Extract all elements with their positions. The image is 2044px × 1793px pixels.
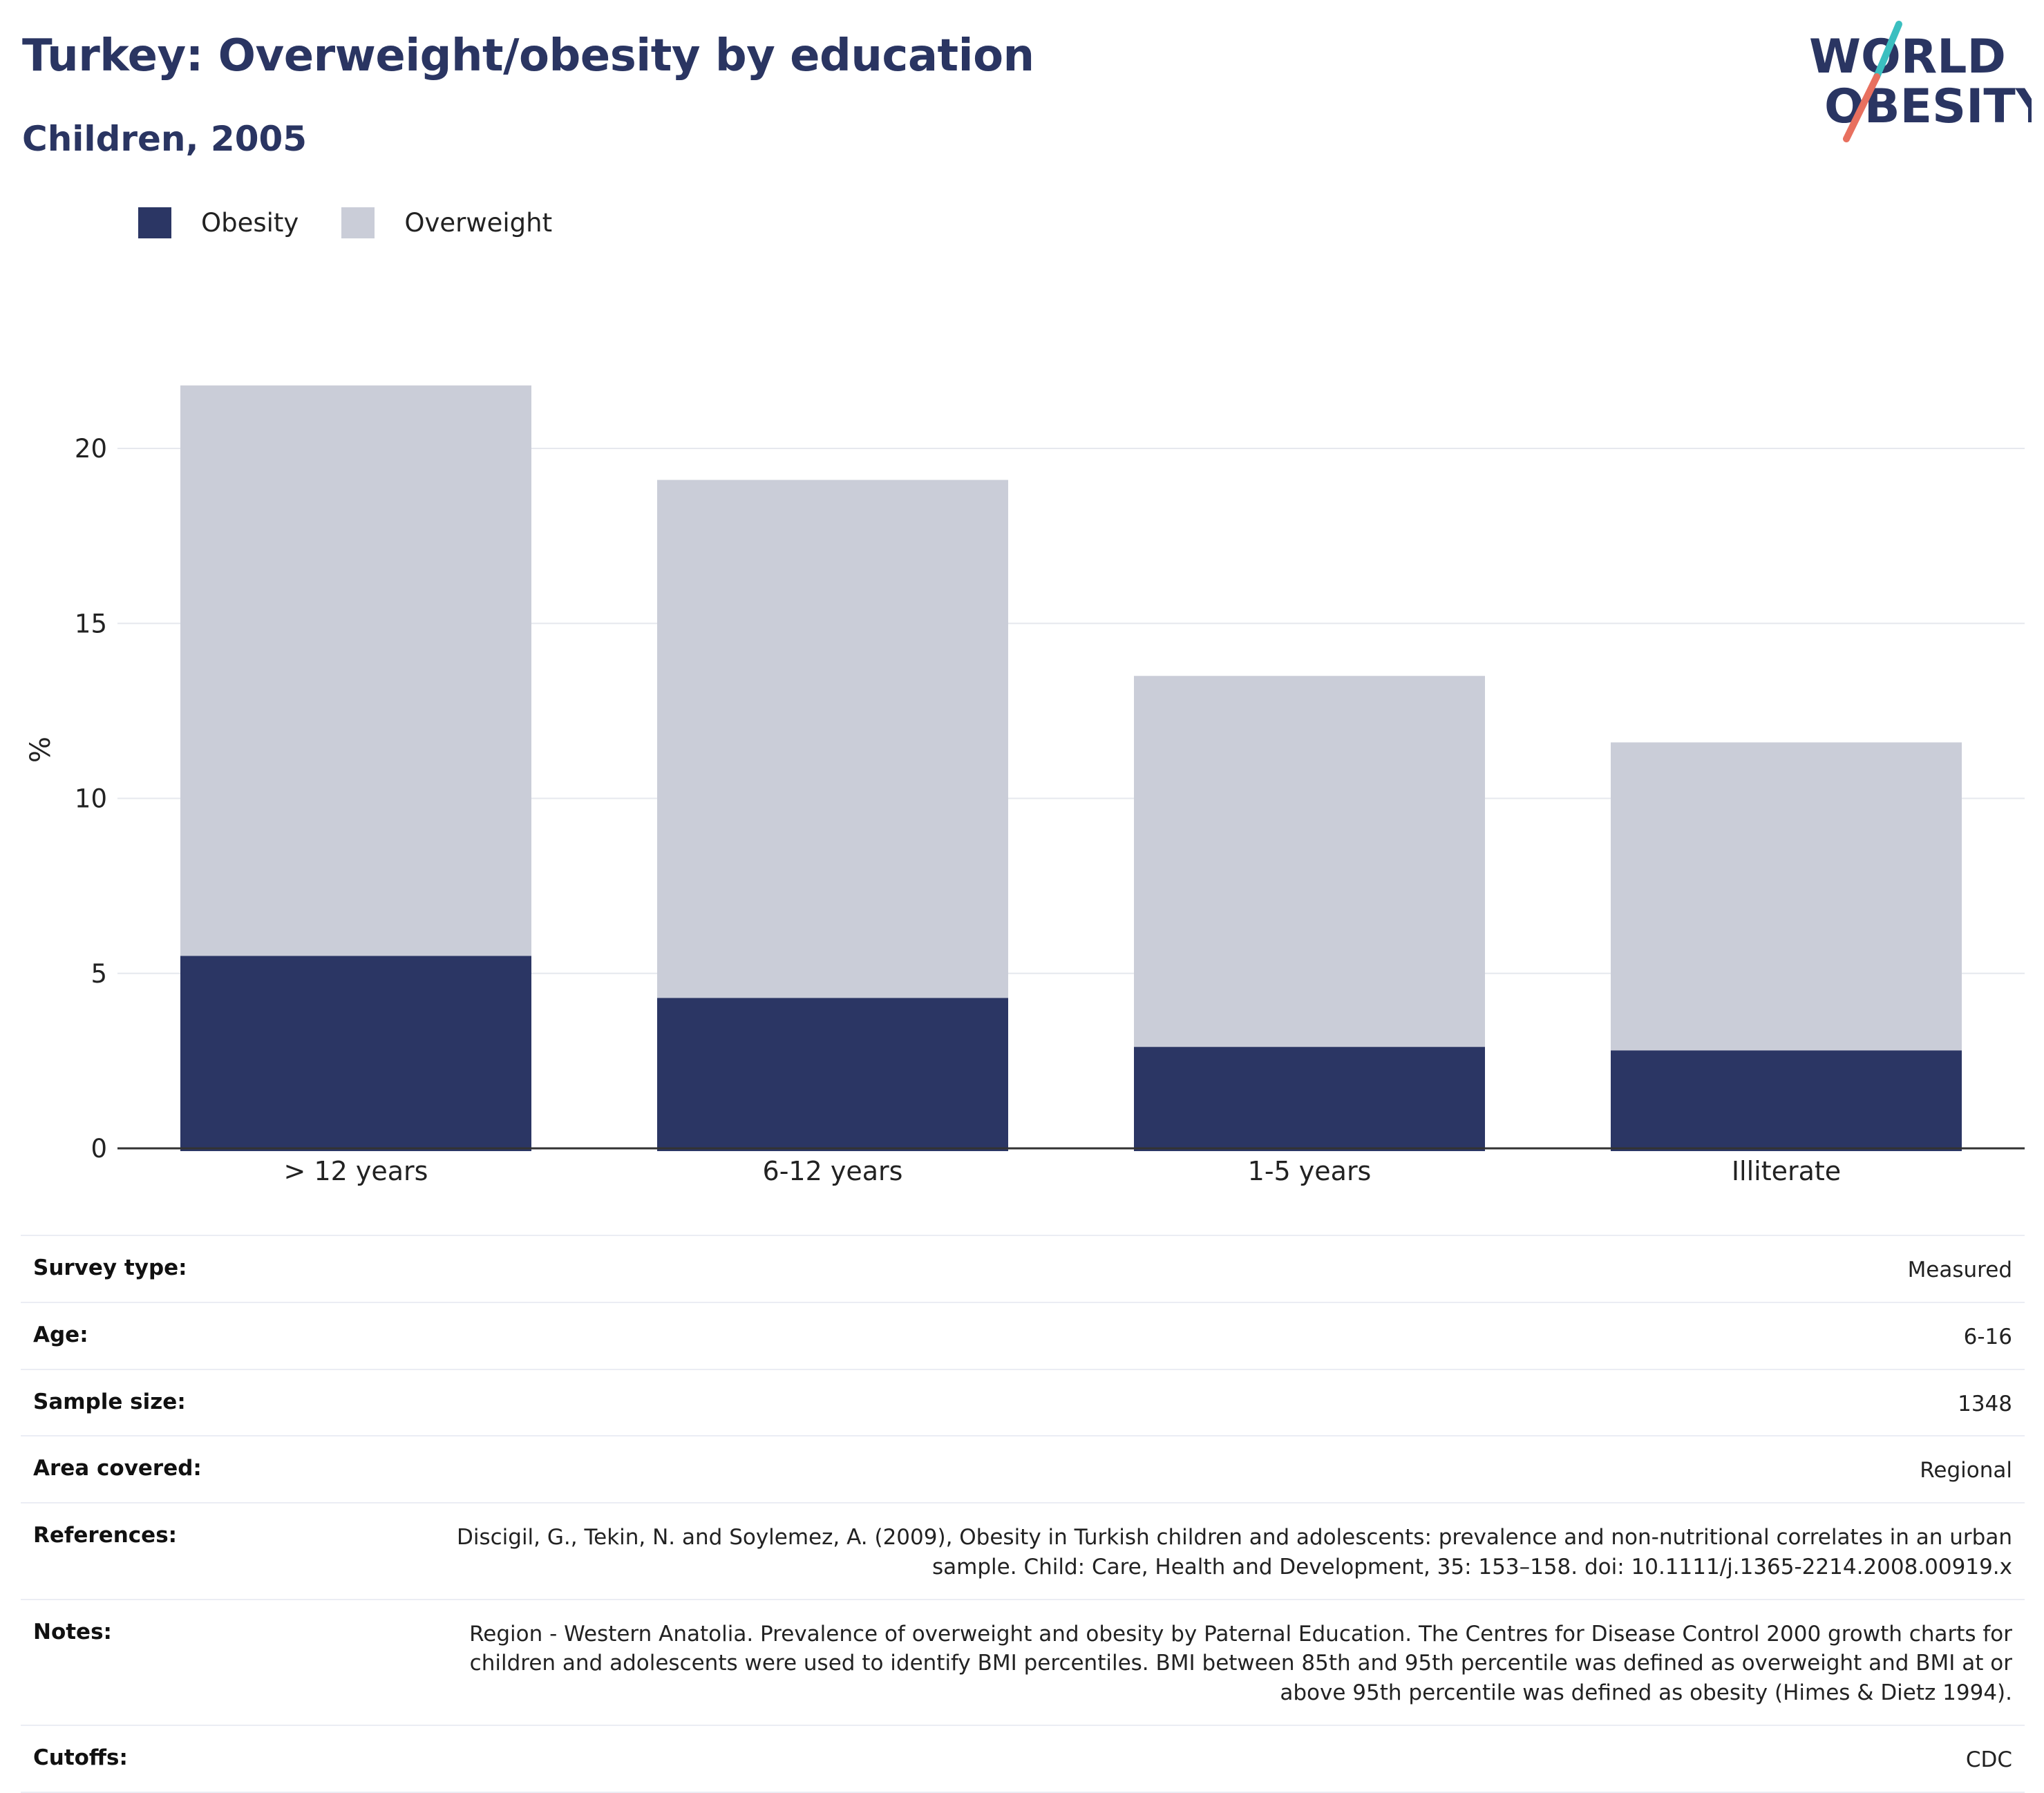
y-tick-label: 20 bbox=[75, 434, 107, 464]
info-value: Region - Western Anatolia. Prevalence of… bbox=[469, 1621, 2012, 1706]
legend-swatch-overweight bbox=[341, 207, 375, 238]
info-row-age: Age: 6-16 bbox=[21, 1301, 2025, 1369]
bar-overweight bbox=[1134, 676, 1485, 1047]
chart-legend: Obesity Overweight bbox=[138, 207, 595, 238]
bar-obesity bbox=[1134, 1047, 1485, 1151]
info-row-sample-size: Sample size: 1348 bbox=[21, 1368, 2025, 1436]
info-value: 1348 bbox=[1958, 1391, 2012, 1416]
info-row-references: References: Discigil, G., Tekin, N. and … bbox=[21, 1502, 2025, 1599]
x-tick-label: Illiterate bbox=[1732, 1156, 1841, 1186]
bar-obesity bbox=[657, 998, 1008, 1151]
info-row-survey-type: Survey type: Measured bbox=[21, 1235, 2025, 1302]
info-label: References: bbox=[33, 1523, 178, 1548]
info-label: Age: bbox=[33, 1322, 88, 1347]
world-obesity-logo: WORLD OBESITY bbox=[1809, 21, 2032, 142]
legend-label-overweight: Overweight bbox=[404, 208, 553, 238]
y-axis-label: % bbox=[25, 737, 57, 763]
info-value: Discigil, G., Tekin, N. and Soylemez, A.… bbox=[456, 1525, 2012, 1579]
bar-overweight bbox=[180, 385, 531, 956]
bar-obesity bbox=[1611, 1050, 1962, 1151]
legend-item-obesity[interactable]: Obesity bbox=[138, 207, 299, 238]
x-tick-label: 6-12 years bbox=[763, 1156, 903, 1186]
info-label: Area covered: bbox=[33, 1456, 202, 1481]
info-value: Regional bbox=[1920, 1458, 2012, 1483]
legend-label-obesity: Obesity bbox=[201, 208, 299, 238]
info-value: CDC bbox=[1965, 1747, 2012, 1772]
info-row-notes: Notes: Region - Western Anatolia. Preval… bbox=[21, 1598, 2025, 1725]
y-tick-label: 15 bbox=[75, 609, 107, 638]
info-value: 6-16 bbox=[1963, 1324, 2012, 1349]
stacked-bar-chart: 0 5 10 15 20% > 12 years 6-12 years 1-5 years Il… bbox=[25, 385, 2025, 1186]
info-label: Survey type: bbox=[33, 1255, 187, 1280]
chart-title: Turkey: Overweight/obesity by education bbox=[22, 30, 1034, 82]
info-row-cutoffs: Cutoffs: CDC bbox=[21, 1724, 2025, 1793]
info-label: Cutoffs: bbox=[33, 1745, 128, 1770]
y-tick-label: 0 bbox=[91, 1134, 107, 1164]
bar-overweight bbox=[657, 480, 1008, 998]
info-row-area-covered: Area covered: Regional bbox=[21, 1435, 2025, 1502]
chart-subtitle: Children, 2005 bbox=[22, 119, 307, 159]
legend-item-overweight[interactable]: Overweight bbox=[341, 207, 552, 238]
info-label: Sample size: bbox=[33, 1389, 186, 1414]
y-tick-label: 10 bbox=[75, 784, 107, 814]
survey-info-table: Survey type: Measured Age: 6-16 Sample s… bbox=[21, 1235, 2025, 1793]
info-value: Measured bbox=[1907, 1258, 2012, 1282]
info-label: Notes: bbox=[33, 1619, 112, 1644]
x-tick-label: 1-5 years bbox=[1248, 1156, 1372, 1186]
logo-slash-coral bbox=[1843, 73, 1880, 142]
logo-slash-teal bbox=[1873, 21, 1902, 80]
bar-obesity bbox=[180, 956, 531, 1151]
bar-overweight bbox=[1611, 742, 1962, 1051]
legend-swatch-obesity bbox=[138, 207, 171, 238]
x-tick-label: > 12 years bbox=[284, 1156, 428, 1186]
y-tick-label: 5 bbox=[91, 959, 107, 989]
logo-word-world: WORLD bbox=[1809, 30, 2006, 84]
